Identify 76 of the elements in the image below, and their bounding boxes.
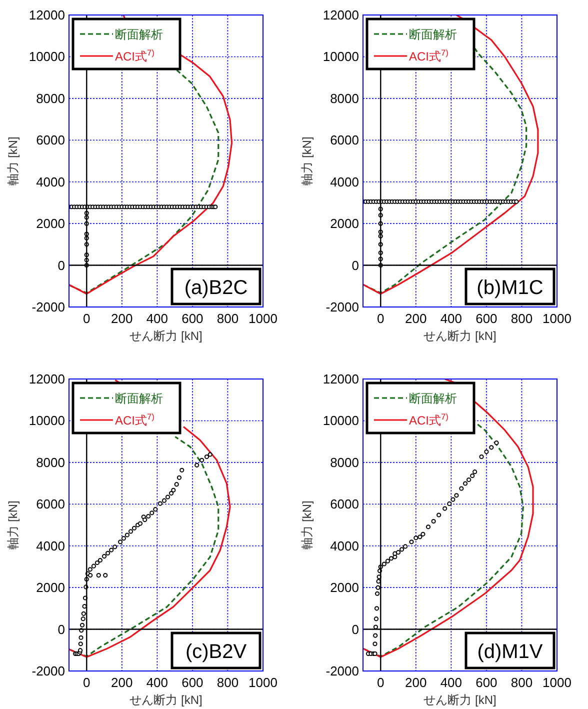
x-tick-label: 0 <box>377 675 384 690</box>
y-tick-label: 10000 <box>322 413 359 428</box>
x-axis-title: せん断力 [kN] <box>424 693 496 707</box>
y-axis-title: 軸力 [kN] <box>6 136 20 186</box>
annotation: (d)M1V <box>477 641 544 663</box>
x-tick-label: 1000 <box>248 311 278 326</box>
y-tick-label: 10000 <box>28 49 65 64</box>
y-tick-label: 6000 <box>36 496 65 512</box>
y-axis-title: 軸力 [kN] <box>6 500 20 550</box>
y-tick-label: 12000 <box>28 8 65 22</box>
x-tick-label: 200 <box>405 311 427 326</box>
x-tick-label: 1000 <box>542 675 572 690</box>
y-tick-label: -2000 <box>32 664 65 678</box>
x-axis-title: せん断力 [kN] <box>424 329 496 343</box>
y-tick-label: 0 <box>58 258 65 273</box>
legend-label: ACI式$^{7)}$ <box>115 48 155 64</box>
y-tick-label: 12000 <box>322 8 359 22</box>
y-tick-label: 2000 <box>330 216 359 232</box>
x-tick-label: 800 <box>510 675 533 690</box>
x-tick-label: 800 <box>510 311 533 326</box>
legend-label: 断面解析 <box>115 28 163 42</box>
x-tick-label: 600 <box>476 311 498 326</box>
x-tick-label: 0 <box>377 311 384 326</box>
y-axis-title: 軸力 [kN] <box>300 500 314 550</box>
x-axis-title: せん断力 [kN] <box>130 329 202 343</box>
x-tick-label: 600 <box>476 675 498 690</box>
y-tick-label: 0 <box>352 622 359 637</box>
x-tick-label: 800 <box>216 311 239 326</box>
x-tick-label: 800 <box>216 675 239 690</box>
y-tick-label: 4000 <box>36 174 65 190</box>
x-axis-title: せん断力 [kN] <box>130 693 202 707</box>
y-tick-label: 2000 <box>36 216 65 232</box>
x-tick-label: 400 <box>146 311 168 326</box>
y-tick-label: 8000 <box>330 454 359 470</box>
legend-label: 断面解析 <box>409 28 457 42</box>
legend-label: 断面解析 <box>115 392 163 406</box>
x-tick-label: 200 <box>111 311 133 326</box>
annotation: (b)M1C <box>476 277 544 299</box>
y-tick-label: 10000 <box>28 413 65 428</box>
x-tick-label: 200 <box>405 675 427 690</box>
y-tick-label: 6000 <box>36 132 65 148</box>
x-tick-label: 400 <box>440 675 462 690</box>
legend-label: ACI式$^{7)}$ <box>409 412 449 428</box>
annotation: (c)B2V <box>185 641 248 663</box>
y-tick-label: 0 <box>58 622 65 637</box>
y-tick-label: 8000 <box>330 90 359 106</box>
y-tick-label: 10000 <box>322 49 359 64</box>
y-tick-label: 6000 <box>330 132 359 148</box>
x-tick-label: 0 <box>83 675 90 690</box>
y-tick-label: 4000 <box>330 538 359 554</box>
y-tick-label: 8000 <box>36 454 65 470</box>
y-tick-label: 8000 <box>36 90 65 106</box>
y-tick-label: 2000 <box>36 580 65 596</box>
legend-label: ACI式$^{7)}$ <box>115 412 155 428</box>
x-tick-label: 600 <box>182 675 204 690</box>
x-tick-label: 1000 <box>248 675 278 690</box>
annotation: (a)B2C <box>184 277 248 299</box>
legend-label: ACI式$^{7)}$ <box>409 48 449 64</box>
x-tick-label: 200 <box>111 675 133 690</box>
y-tick-label: -2000 <box>32 300 65 314</box>
x-tick-label: 1000 <box>542 311 572 326</box>
x-tick-label: 400 <box>440 311 462 326</box>
y-tick-label: 2000 <box>330 580 359 596</box>
y-axis-title: 軸力 [kN] <box>300 136 314 186</box>
y-tick-label: 12000 <box>28 372 65 386</box>
y-tick-label: 6000 <box>330 496 359 512</box>
y-tick-label: 4000 <box>36 538 65 554</box>
x-tick-label: 0 <box>83 311 90 326</box>
y-tick-label: 0 <box>352 258 359 273</box>
y-tick-label: -2000 <box>326 300 359 314</box>
legend-label: 断面解析 <box>409 392 457 406</box>
y-tick-label: 4000 <box>330 174 359 190</box>
x-tick-label: 400 <box>146 675 168 690</box>
y-tick-label: -2000 <box>326 664 359 678</box>
y-tick-label: 12000 <box>322 372 359 386</box>
x-tick-label: 600 <box>182 311 204 326</box>
